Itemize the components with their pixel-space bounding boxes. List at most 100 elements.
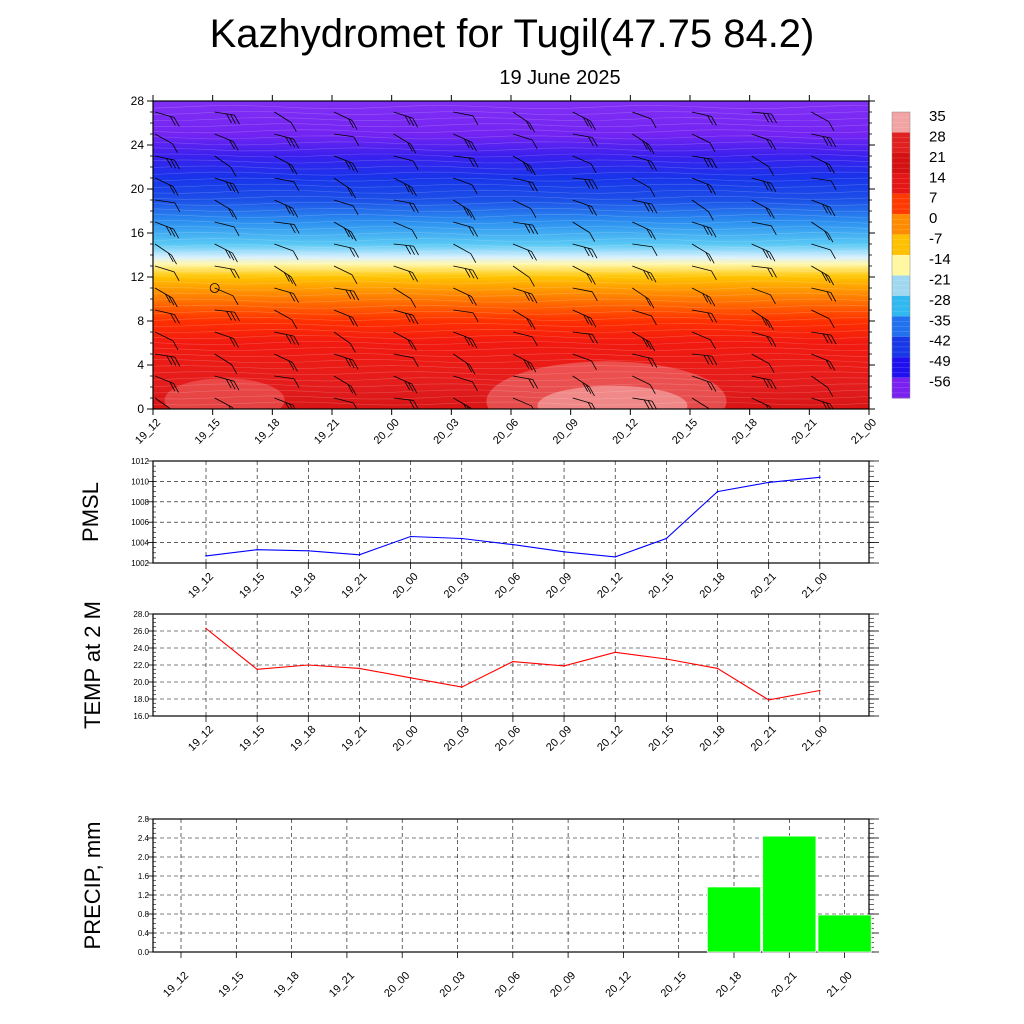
- wind-barb-flag: [882, 227, 887, 236]
- wind-barb: [751, 221, 772, 227]
- wind-barb: [214, 133, 234, 142]
- wind-barb-flag: [472, 312, 479, 322]
- colorbar-swatch: [892, 193, 910, 215]
- wind-barb-flag: [287, 274, 294, 284]
- y-tick-label: 1004: [131, 539, 149, 548]
- wind-barb-flag: [352, 359, 359, 370]
- wind-barb: [214, 111, 235, 116]
- x-tick-label: 20_09: [544, 724, 574, 754]
- temp2m-point: [307, 664, 310, 666]
- contour-line: [153, 195, 869, 200]
- wind-barb-flag: [472, 115, 479, 126]
- wind-barb-flag: [587, 402, 593, 409]
- wind-barb-flag: [173, 271, 180, 282]
- wind-barb-flag: [589, 275, 596, 285]
- wind-barb-flag: [765, 207, 772, 217]
- wind-barb-flag: [413, 203, 419, 213]
- wind-barb-flag: [826, 334, 833, 344]
- wind-barb-flag: [885, 384, 890, 393]
- wind-barb-flag: [768, 363, 775, 373]
- wind-barb-flag: [708, 408, 710, 409]
- wind-barb-flag: [524, 223, 531, 234]
- wind-barb-flag: [344, 227, 350, 238]
- y-tick-label: 22.0: [133, 661, 149, 670]
- colorbar-label: 35: [929, 108, 946, 125]
- wind-barb-flag: [291, 165, 298, 175]
- wind-barb-flag: [174, 202, 181, 212]
- wind-barb-flag: [293, 335, 300, 346]
- wind-barb: [274, 177, 295, 183]
- wind-barb: [871, 156, 890, 162]
- wind-barb-flag: [170, 356, 177, 366]
- wind-barb: [393, 221, 413, 231]
- wind-barb-flag: [464, 268, 471, 278]
- wind-barb: [572, 133, 593, 138]
- wind-barb: [154, 221, 174, 230]
- wind-barb-flag: [171, 409, 176, 418]
- wind-barb: [393, 243, 414, 247]
- wind-barb-flag: [350, 231, 357, 242]
- wind-barb-flag: [234, 311, 240, 322]
- wind-barb-flag: [229, 139, 235, 150]
- wind-barb-flag: [166, 158, 173, 168]
- wind-barb-flag: [412, 117, 419, 128]
- contour-line: [153, 311, 869, 315]
- wind-barb-flag: [647, 160, 654, 170]
- wind-barb-flag: [231, 210, 238, 220]
- heatmap-panel: 0 4 8 12 16 20 24 28 19_12 19_15 19_18 19_21 20_00 20…: [131, 94, 890, 447]
- wind-barb-flag: [829, 206, 836, 217]
- wind-barb: [751, 133, 771, 141]
- wind-barb-flag: [824, 230, 830, 241]
- wind-barb-flag: [407, 339, 414, 349]
- contour-line: [153, 141, 869, 146]
- wind-barb-flag: [412, 160, 419, 171]
- contour-line: [153, 214, 869, 218]
- wind-barb: [393, 375, 413, 385]
- wind-barb-flag: [648, 298, 655, 309]
- temp2m-point: [614, 651, 616, 654]
- x-tick-label: 20_00: [372, 417, 402, 447]
- wind-barb-flag: [530, 362, 537, 373]
- wind-barb-flag: [472, 381, 478, 392]
- wind-barb: [572, 221, 590, 233]
- y-tick-label: 28.0: [133, 610, 149, 619]
- colorbar-swatch: [892, 152, 910, 174]
- wind-barb-flag: [709, 142, 716, 152]
- wind-barb: [393, 199, 414, 204]
- wind-barb-flag: [829, 361, 836, 371]
- wind-barb-flag: [404, 380, 410, 391]
- wind-barb: [751, 353, 770, 365]
- x-tick-label: 20_12: [595, 571, 625, 601]
- contour-line: [153, 341, 869, 345]
- x-tick-label: 20_21: [749, 571, 779, 601]
- wind-barb-flag: [828, 275, 835, 286]
- wind-barb-flag: [711, 270, 717, 281]
- wind-barb-flag: [531, 293, 538, 304]
- wind-barb-flag: [171, 254, 177, 265]
- pmsl-point: [819, 476, 821, 479]
- wind-barb-flag: [883, 357, 888, 366]
- wind-barb-flag: [469, 210, 476, 221]
- wind-barb-flag: [293, 181, 300, 192]
- x-tick-label: 20_09: [544, 571, 574, 601]
- wind-barb-flag: [642, 140, 648, 150]
- wind-barb-flag: [169, 227, 176, 237]
- wind-barb-flag: [532, 224, 539, 235]
- wind-barb-flag: [350, 343, 356, 353]
- wind-barb-flag: [828, 121, 835, 131]
- wind-barb-flag: [232, 252, 238, 263]
- wind-barb-flag: [293, 138, 300, 149]
- temp2m-point: [512, 660, 514, 663]
- wind-barb: [453, 133, 472, 143]
- contour-line: [153, 304, 869, 309]
- wind-barb-flag: [828, 318, 835, 328]
- wind-barb-flag: [172, 143, 178, 153]
- wind-barb-flag: [651, 161, 657, 171]
- wind-barb-flag: [703, 355, 710, 365]
- wind-barb-flag: [771, 113, 777, 124]
- wind-barb: [811, 177, 832, 182]
- wind-barb-flag: [293, 224, 300, 234]
- wind-barb-flag: [708, 254, 715, 264]
- wind-barb-flag: [830, 249, 836, 260]
- contour-line: [153, 129, 869, 134]
